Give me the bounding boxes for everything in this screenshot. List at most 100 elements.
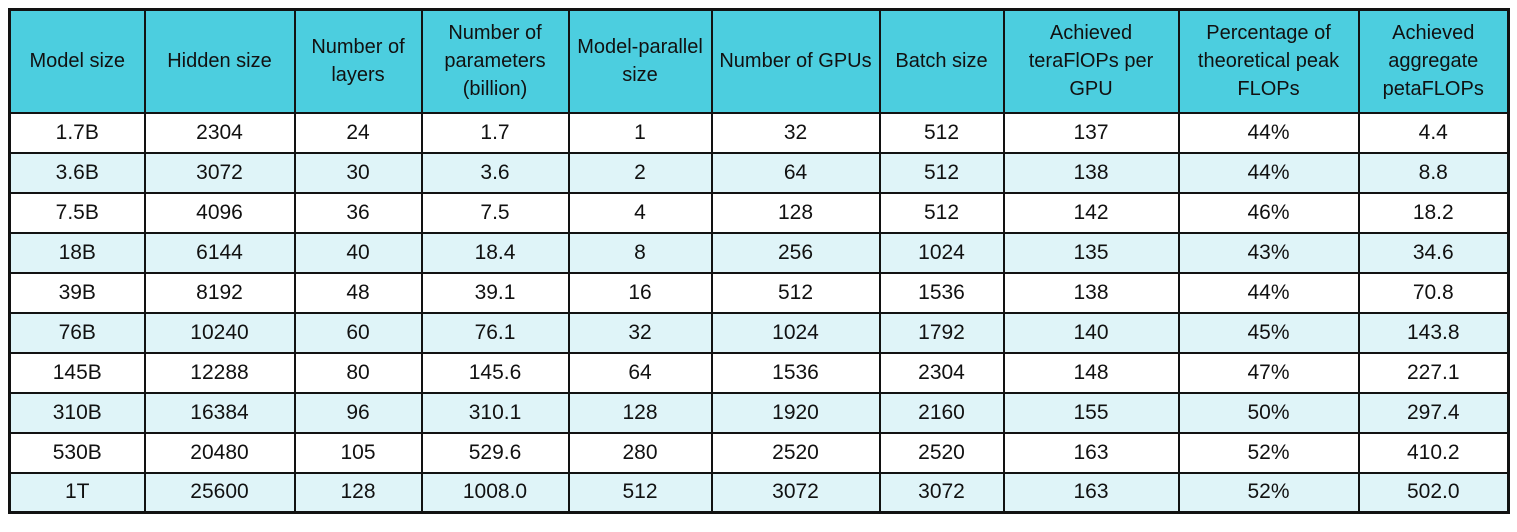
- table-cell: 96: [293, 391, 423, 434]
- table-cell: 2304: [143, 111, 296, 154]
- table-cell: 32: [567, 311, 713, 354]
- table-cell: 20480: [143, 431, 296, 474]
- table-cell: 3072: [143, 151, 296, 194]
- table-cell: 163: [1002, 431, 1180, 474]
- table-cell: 44%: [1177, 151, 1360, 194]
- column-header-batch-size: Batch size: [878, 8, 1005, 114]
- table-cell: 1024: [878, 231, 1005, 274]
- table-cell: 163: [1002, 471, 1180, 514]
- table-cell: 7.5: [420, 191, 570, 234]
- table-cell: 16: [567, 271, 713, 314]
- table-cell: 512: [878, 191, 1005, 234]
- table-cell: 39.1: [420, 271, 570, 314]
- table-cell: 47%: [1177, 351, 1360, 394]
- table-cell: 1: [567, 111, 713, 154]
- table-cell: 70.8: [1357, 271, 1510, 314]
- column-header-model-size: Model size: [8, 8, 146, 114]
- table-row: 530B 20480 105 529.6 280 2520 2520 163 52% 410.2: [8, 431, 1510, 474]
- table-cell: 18.2: [1357, 191, 1510, 234]
- table-cell: 145B: [8, 351, 146, 394]
- table-cell: 529.6: [420, 431, 570, 474]
- table-cell: 128: [710, 191, 881, 234]
- table-cell: 44%: [1177, 111, 1360, 154]
- column-header-number-of-gpus: Number of GPUs: [710, 8, 881, 114]
- table-cell: 1T: [8, 471, 146, 514]
- table-cell: 128: [293, 471, 423, 514]
- table-cell: 1.7B: [8, 111, 146, 154]
- column-header-percentage-theoretical-peak-flops: Percentage of theoretical peak FLOPs: [1177, 8, 1360, 114]
- table-cell: 60: [293, 311, 423, 354]
- table-cell: 138: [1002, 151, 1180, 194]
- table-cell: 105: [293, 431, 423, 474]
- table-cell: 4096: [143, 191, 296, 234]
- table-cell: 50%: [1177, 391, 1360, 434]
- table-cell: 76B: [8, 311, 146, 354]
- scaling-results-table-container: Model size Hidden size Number of layers …: [8, 8, 1510, 514]
- table-cell: 8: [567, 231, 713, 274]
- table-body: 1.7B 2304 24 1.7 1 32 512 137 44% 4.4 3.6B 3072 30 3.…: [8, 111, 1510, 514]
- table-cell: 12288: [143, 351, 296, 394]
- table-cell: 512: [567, 471, 713, 514]
- table-cell: 16384: [143, 391, 296, 434]
- column-header-number-of-parameters: Number of parameters (billion): [420, 8, 570, 114]
- table-cell: 64: [567, 351, 713, 394]
- table-cell: 140: [1002, 311, 1180, 354]
- table-cell: 45%: [1177, 311, 1360, 354]
- column-header-hidden-size: Hidden size: [143, 8, 296, 114]
- table-cell: 148: [1002, 351, 1180, 394]
- table-cell: 143.8: [1357, 311, 1510, 354]
- table-cell: 44%: [1177, 271, 1360, 314]
- table-cell: 2: [567, 151, 713, 194]
- table-cell: 512: [878, 111, 1005, 154]
- table-cell: 39B: [8, 271, 146, 314]
- table-cell: 6144: [143, 231, 296, 274]
- table-row: 18B 6144 40 18.4 8 256 1024 135 43% 34.6: [8, 231, 1510, 274]
- table-cell: 227.1: [1357, 351, 1510, 394]
- table-row: 3.6B 3072 30 3.6 2 64 512 138 44% 8.8: [8, 151, 1510, 194]
- table-cell: 2520: [878, 431, 1005, 474]
- table-cell: 2160: [878, 391, 1005, 434]
- table-cell: 280: [567, 431, 713, 474]
- table-cell: 530B: [8, 431, 146, 474]
- table-row: 39B 8192 48 39.1 16 512 1536 138 44% 70.8: [8, 271, 1510, 314]
- table-cell: 18.4: [420, 231, 570, 274]
- table-cell: 512: [710, 271, 881, 314]
- table-cell: 297.4: [1357, 391, 1510, 434]
- table-row: 76B 10240 60 76.1 32 1024 1792 140 45% 143.8: [8, 311, 1510, 354]
- table-cell: 142: [1002, 191, 1180, 234]
- table-cell: 80: [293, 351, 423, 394]
- table-cell: 135: [1002, 231, 1180, 274]
- table-cell: 138: [1002, 271, 1180, 314]
- table-cell: 8.8: [1357, 151, 1510, 194]
- table-cell: 24: [293, 111, 423, 154]
- table-cell: 36: [293, 191, 423, 234]
- table-cell: 8192: [143, 271, 296, 314]
- table-cell: 3072: [878, 471, 1005, 514]
- table-header: Model size Hidden size Number of layers …: [8, 8, 1510, 114]
- table-cell: 1536: [710, 351, 881, 394]
- table-cell: 310B: [8, 391, 146, 434]
- table-cell: 64: [710, 151, 881, 194]
- table-cell: 1024: [710, 311, 881, 354]
- header-row: Model size Hidden size Number of layers …: [8, 8, 1510, 114]
- table-cell: 502.0: [1357, 471, 1510, 514]
- table-cell: 52%: [1177, 431, 1360, 474]
- table-cell: 2304: [878, 351, 1005, 394]
- table-cell: 30: [293, 151, 423, 194]
- table-cell: 10240: [143, 311, 296, 354]
- table-cell: 256: [710, 231, 881, 274]
- table-cell: 4: [567, 191, 713, 234]
- table-cell: 1792: [878, 311, 1005, 354]
- table-cell: 52%: [1177, 471, 1360, 514]
- table-cell: 46%: [1177, 191, 1360, 234]
- table-cell: 76.1: [420, 311, 570, 354]
- table-cell: 128: [567, 391, 713, 434]
- table-cell: 310.1: [420, 391, 570, 434]
- table-cell: 145.6: [420, 351, 570, 394]
- table-cell: 410.2: [1357, 431, 1510, 474]
- table-cell: 18B: [8, 231, 146, 274]
- table-cell: 1008.0: [420, 471, 570, 514]
- table-cell: 1536: [878, 271, 1005, 314]
- table-cell: 512: [878, 151, 1005, 194]
- table-cell: 4.4: [1357, 111, 1510, 154]
